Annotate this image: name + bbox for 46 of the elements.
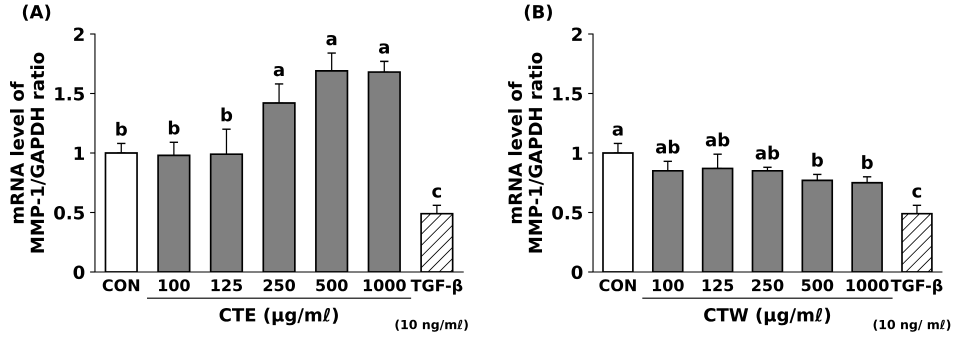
annotation: c xyxy=(432,187,442,198)
x-tick-label: CON xyxy=(102,279,140,292)
annotation: c xyxy=(912,187,922,198)
y-tick-label: 0.5 xyxy=(552,206,582,220)
x-tick-label: 500 xyxy=(316,279,348,292)
x-axis-title: CTE (μg/mℓ) xyxy=(220,308,338,326)
y-tick-label: 0.5 xyxy=(54,206,84,220)
y-tick-label: 2 xyxy=(572,27,582,41)
y-tick-label: 0 xyxy=(572,265,582,280)
annotation: ab xyxy=(706,132,730,147)
y-tick-label: 0 xyxy=(74,265,84,280)
x-tick-label: 100 xyxy=(159,279,190,292)
x-tick-label: 100 xyxy=(652,279,684,292)
x-tick-label: CON xyxy=(599,279,636,292)
annotation: ab xyxy=(756,146,780,160)
text: (10 ng/ mℓ) xyxy=(874,320,950,332)
x-axis-title: CTW (μg/mℓ) xyxy=(704,308,830,326)
annotation: b xyxy=(812,152,823,167)
x-tick-label: 1000 xyxy=(364,279,406,292)
y-tick-label: 1.5 xyxy=(55,87,84,101)
x-tick-label: 250 xyxy=(752,279,784,292)
annotation: a xyxy=(326,35,336,46)
chart-title: (B) xyxy=(524,4,552,21)
x-tick-label: 125 xyxy=(212,279,242,292)
y-tick-label: 1 xyxy=(572,146,582,160)
annotation: b xyxy=(222,108,232,122)
chart-title: (A) xyxy=(22,4,50,21)
annotation: b xyxy=(862,155,873,170)
y-tick-label: 2 xyxy=(74,27,84,41)
annotation: a xyxy=(378,43,389,54)
x-tick-label: 250 xyxy=(264,279,295,292)
x-tick-label: 125 xyxy=(702,279,734,292)
x-tick-label: TGF-β xyxy=(410,278,462,295)
y-tick-label: 1.5 xyxy=(553,87,582,101)
x-tick-label: 500 xyxy=(802,279,834,292)
annotation: a xyxy=(274,66,284,76)
y-axis-title: mRNA level of MMP-1/GAPDH ratio xyxy=(508,52,544,252)
text: (10 ng/mℓ) xyxy=(395,320,468,332)
x-tick-label: TGF-β xyxy=(890,278,942,295)
annotation: b xyxy=(116,122,127,136)
annotation: b xyxy=(168,120,180,135)
x-tick-label: 1000 xyxy=(846,279,889,292)
y-tick-label: 1 xyxy=(74,146,84,160)
y-axis-title: mRNA level of MMP-1/GAPDH ratio xyxy=(10,52,46,252)
annotation: ab xyxy=(656,140,680,154)
annotation: a xyxy=(612,125,623,136)
